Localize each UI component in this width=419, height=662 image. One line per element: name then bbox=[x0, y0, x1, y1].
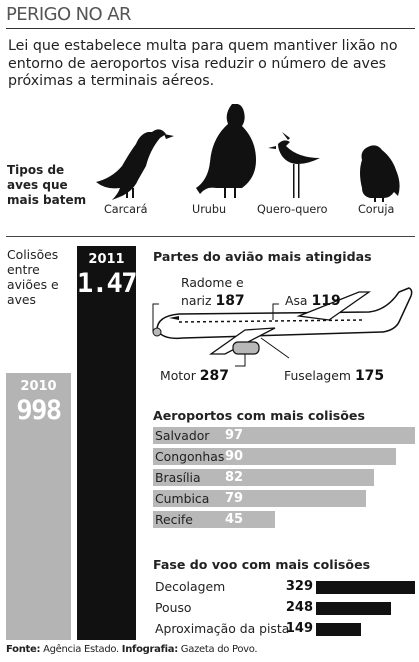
phase-name: Decolagem bbox=[155, 579, 226, 594]
part-wing: Asa 119 bbox=[285, 293, 341, 309]
birds-heading-line: aves que bbox=[7, 178, 68, 192]
part-engine-label: Motor bbox=[160, 368, 196, 383]
airport-bar: Congonhas 90 bbox=[153, 448, 396, 465]
phase-name: Pouso bbox=[155, 600, 192, 615]
urubu-bird-icon bbox=[196, 104, 256, 198]
collisions-label-line: entre bbox=[7, 262, 40, 277]
part-radome-line1: Radome e bbox=[181, 275, 244, 290]
section-divider bbox=[6, 236, 415, 237]
birds-heading: Tipos de aves que mais batem bbox=[7, 163, 86, 208]
part-fuselage-label: Fuselagem bbox=[284, 368, 351, 383]
part-radome: nariz 187 bbox=[181, 293, 245, 309]
phase-bar bbox=[316, 581, 415, 594]
airport-value: 79 bbox=[225, 491, 244, 506]
bar-2011-year: 2011 bbox=[88, 252, 125, 267]
bar-2010: 2010 998 bbox=[6, 373, 71, 640]
birds-heading-line: Tipos de bbox=[7, 163, 65, 177]
phase-name: Aproximação da pista bbox=[155, 621, 290, 636]
bar-2010-value: 998 bbox=[16, 395, 62, 426]
page-title: PERIGO NO AR bbox=[6, 4, 131, 25]
bird-name-urubu: Urubu bbox=[192, 203, 227, 216]
bar-2011: 2011 1.470 bbox=[77, 246, 152, 640]
collisions-label-line: Colisões bbox=[7, 247, 59, 262]
phase-bar bbox=[316, 623, 361, 636]
part-radome-label: nariz bbox=[181, 293, 212, 308]
airports-chart: Salvador 97 Congonhas 90 Brasília 82 Cumbic… bbox=[153, 427, 415, 537]
birds-heading-line: mais batem bbox=[7, 193, 87, 207]
title-divider bbox=[6, 28, 415, 29]
footer-infographic: Gazeta do Povo. bbox=[180, 644, 258, 655]
footer-source: Agência Estado. bbox=[43, 644, 119, 655]
collisions-label-line: aviões e bbox=[7, 277, 59, 292]
carcara-bird-icon bbox=[96, 129, 174, 200]
part-fuselage: Fuselagem 175 bbox=[284, 368, 384, 384]
airplane-illustration bbox=[152, 287, 413, 367]
source-footer: Fonte: Agência Estado. Infografia: Gazet… bbox=[6, 644, 258, 655]
airport-value: 90 bbox=[225, 449, 244, 464]
airport-name: Congonhas bbox=[155, 449, 225, 464]
footer-infographic-label: Infografia: bbox=[121, 644, 178, 655]
part-engine-value: 287 bbox=[199, 368, 229, 384]
phase-value: 329 bbox=[285, 579, 313, 594]
footer-source-label: Fonte: bbox=[6, 644, 41, 655]
airplane-icon bbox=[152, 287, 413, 355]
phase-value: 149 bbox=[285, 621, 313, 636]
airport-value: 82 bbox=[225, 470, 244, 485]
airport-bar: Salvador 97 bbox=[153, 427, 415, 444]
airport-name: Recife bbox=[155, 512, 193, 527]
coruja-bird-icon bbox=[360, 145, 400, 202]
airport-bar: Recife 45 bbox=[153, 511, 275, 528]
part-wing-value: 119 bbox=[311, 293, 341, 309]
collisions-label-line: aves bbox=[7, 292, 37, 307]
airport-name: Brasília bbox=[155, 470, 201, 485]
callout-lines bbox=[152, 303, 290, 367]
bar-2010-year: 2010 bbox=[20, 379, 57, 394]
airport-bar: Brasília 82 bbox=[153, 469, 374, 486]
part-fuselage-value: 175 bbox=[354, 368, 385, 384]
part-radome-value: 187 bbox=[215, 293, 245, 309]
airport-value: 45 bbox=[225, 512, 244, 527]
bar-2011-value: 1.470 bbox=[77, 268, 152, 299]
phases-chart: Decolagem 329 Pouso 248 Aproximação da p… bbox=[153, 577, 415, 639]
phase-value: 248 bbox=[285, 600, 313, 615]
airport-value: 97 bbox=[225, 428, 244, 443]
airport-name: Cumbica bbox=[155, 491, 210, 506]
quero-quero-bird-icon bbox=[268, 132, 320, 198]
airports-heading: Aeroportos com mais colisões bbox=[153, 408, 365, 423]
bird-name-coruja: Coruja bbox=[358, 203, 395, 216]
bird-name-quero-quero: Quero-quero bbox=[257, 203, 328, 216]
parts-heading: Partes do avião mais atingidas bbox=[153, 249, 372, 264]
collisions-label: Colisões entre aviões e aves bbox=[7, 247, 59, 307]
phase-bar bbox=[316, 602, 391, 615]
birds-illustration bbox=[96, 104, 400, 202]
bird-name-carcara: Carcará bbox=[104, 203, 148, 216]
part-engine: Motor 287 bbox=[160, 368, 229, 384]
lead-paragraph: Lei que estabelece multa para quem manti… bbox=[8, 38, 398, 89]
airport-name: Salvador bbox=[155, 428, 210, 443]
airport-bar: Cumbica 79 bbox=[153, 490, 366, 507]
part-wing-label: Asa bbox=[285, 293, 308, 308]
phases-heading: Fase do voo com mais colisões bbox=[153, 557, 371, 572]
